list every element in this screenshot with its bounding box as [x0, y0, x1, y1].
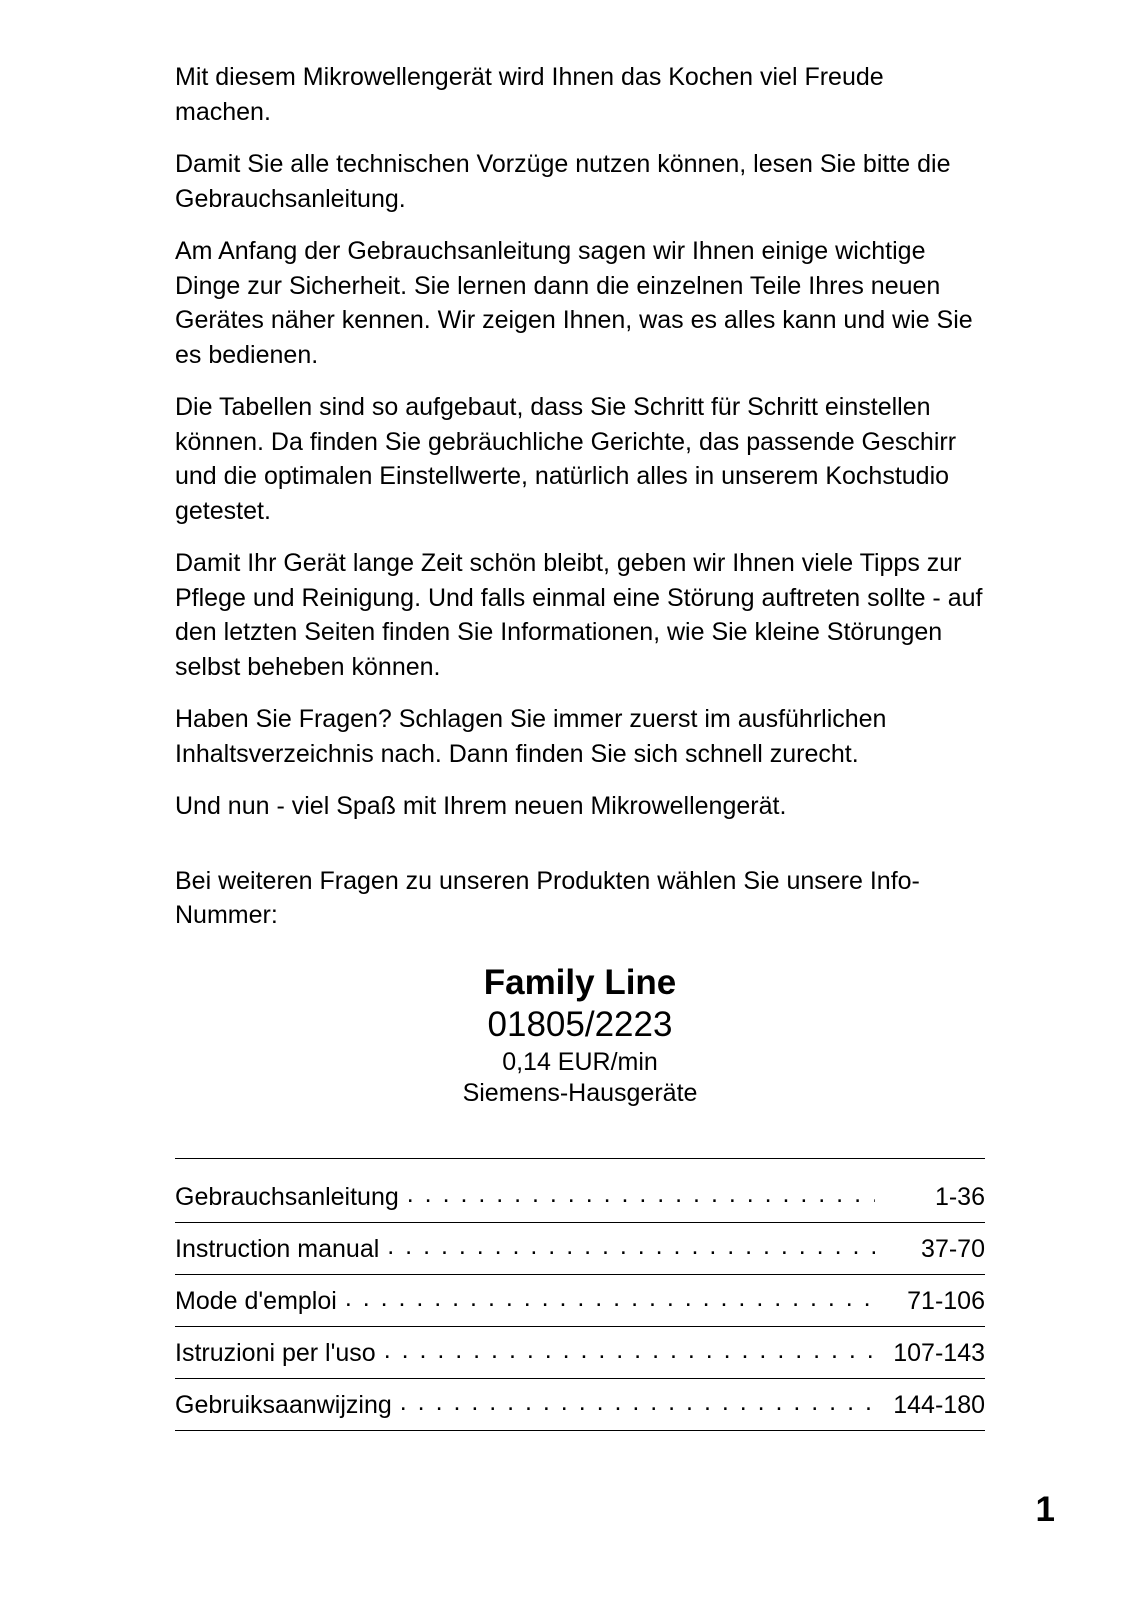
- toc-label: Gebruiksaanwijzing: [175, 1391, 392, 1420]
- toc-label: Mode d'emploi: [175, 1287, 337, 1316]
- intro-paragraph: Am Anfang der Gebrauchsanleitung sagen w…: [175, 234, 985, 372]
- toc-pages: 37-70: [875, 1235, 985, 1264]
- intro-paragraph: Und nun - viel Spaß mit Ihrem neuen Mikr…: [175, 789, 985, 824]
- intro-paragraph: Mit diesem Mikrowellengerät wird Ihnen d…: [175, 60, 985, 129]
- toc-dots: . . . . . . . . . . . . . . . . . . . . …: [379, 1232, 875, 1261]
- intro-paragraph: Haben Sie Fragen? Schlagen Sie immer zue…: [175, 702, 985, 771]
- toc-row: Istruzioni per l'uso . . . . . . . . . .…: [175, 1327, 985, 1379]
- intro-paragraph: Die Tabellen sind so aufgebaut, dass Sie…: [175, 390, 985, 528]
- toc-pages: 71-106: [875, 1287, 985, 1316]
- toc-pages: 107-143: [875, 1339, 985, 1368]
- toc-pages: 144-180: [875, 1391, 985, 1420]
- toc-dots: . . . . . . . . . . . . . . . . . . . . …: [337, 1284, 875, 1313]
- toc-row: Instruction manual . . . . . . . . . . .…: [175, 1223, 985, 1275]
- intro-paragraph: Damit Ihr Gerät lange Zeit schön bleibt,…: [175, 546, 985, 684]
- toc-top-rule: [175, 1158, 985, 1159]
- toc-dots: . . . . . . . . . . . . . . . . . . . . …: [399, 1180, 875, 1209]
- toc-label: Istruzioni per l'uso: [175, 1339, 376, 1368]
- page-content: Mit diesem Mikrowellengerät wird Ihnen d…: [175, 60, 985, 1431]
- hotline-number: 01805/2223: [175, 1005, 985, 1045]
- toc-pages: 1-36: [875, 1183, 985, 1212]
- table-of-contents: Gebrauchsanleitung . . . . . . . . . . .…: [175, 1158, 985, 1431]
- page-number: 1: [1036, 1490, 1055, 1530]
- hotline-title: Family Line: [175, 963, 985, 1003]
- toc-row: Gebruiksaanwijzing . . . . . . . . . . .…: [175, 1379, 985, 1431]
- hotline-company: Siemens-Hausgeräte: [175, 1079, 985, 1108]
- contact-intro: Bei weiteren Fragen zu unseren Produkten…: [175, 864, 985, 933]
- hotline-section: Family Line 01805/2223 0,14 EUR/min Siem…: [175, 963, 985, 1108]
- toc-dots: . . . . . . . . . . . . . . . . . . . . …: [376, 1336, 875, 1365]
- toc-label: Gebrauchsanleitung: [175, 1183, 399, 1212]
- toc-row: Mode d'emploi . . . . . . . . . . . . . …: [175, 1275, 985, 1327]
- toc-dots: . . . . . . . . . . . . . . . . . . . . …: [392, 1388, 875, 1417]
- toc-row: Gebrauchsanleitung . . . . . . . . . . .…: [175, 1171, 985, 1223]
- hotline-rate: 0,14 EUR/min: [175, 1048, 985, 1077]
- intro-paragraph: Damit Sie alle technischen Vorzüge nutze…: [175, 147, 985, 216]
- toc-label: Instruction manual: [175, 1235, 379, 1264]
